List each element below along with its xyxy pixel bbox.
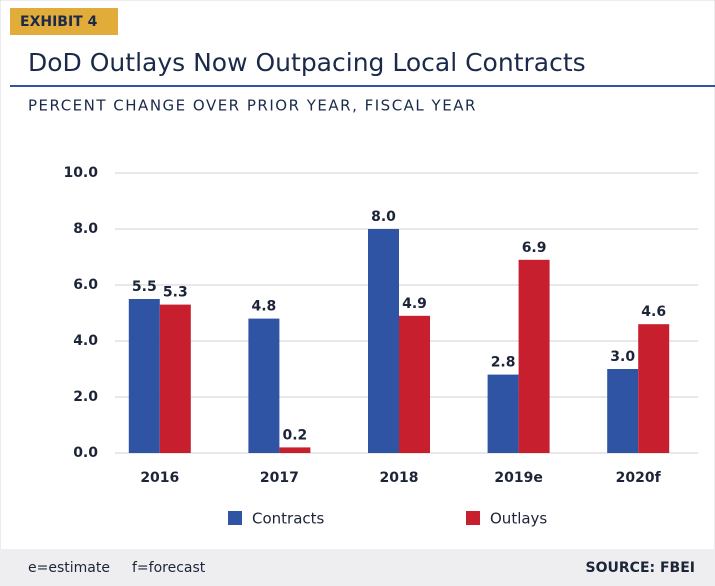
bar [279, 447, 311, 453]
bar [399, 315, 430, 453]
chart-subtitle: PERCENT CHANGE OVER PRIOR YEAR, FISCAL Y… [28, 97, 477, 115]
legend-swatch [228, 511, 242, 525]
x-tick-label: 2016 [140, 470, 179, 486]
x-tick-label: 2020f [616, 470, 662, 486]
legend-label: Outlays [490, 510, 547, 528]
x-tick-label: 2018 [380, 470, 419, 486]
y-tick-label: 8.0 [73, 221, 98, 237]
chart-title: DoD Outlays Now Outpacing Local Contract… [28, 48, 586, 77]
bar [638, 324, 670, 453]
y-tick-label: 4.0 [73, 333, 98, 349]
y-tick-label: 10.0 [63, 165, 98, 181]
x-tick-label: 2019e [494, 470, 542, 486]
data-label: 5.3 [163, 285, 188, 301]
data-label: 0.2 [282, 427, 307, 443]
data-label: 4.9 [402, 296, 427, 312]
bar [518, 259, 550, 453]
note: f=forecast [132, 560, 206, 576]
legend-label: Contracts [252, 510, 325, 528]
data-label: 3.0 [610, 349, 635, 365]
data-label: 5.5 [132, 279, 157, 295]
bar [248, 318, 280, 453]
footer-band [0, 549, 715, 586]
y-tick-label: 6.0 [73, 277, 98, 293]
data-label: 4.8 [251, 299, 276, 315]
bar [487, 374, 519, 453]
bar [368, 229, 399, 453]
note: e=estimate [28, 560, 110, 576]
bar [128, 299, 160, 453]
data-label: 4.6 [641, 304, 666, 320]
bar [159, 304, 191, 453]
y-tick-label: 2.0 [73, 389, 98, 405]
exhibit-badge [10, 8, 118, 35]
data-label: 8.0 [371, 209, 396, 225]
data-label: 2.8 [491, 355, 516, 371]
source: SOURCE: FBEI [586, 560, 695, 576]
exhibit-label: EXHIBIT 4 [20, 14, 98, 30]
data-label: 6.9 [522, 240, 547, 256]
legend-swatch [466, 511, 480, 525]
x-tick-label: 2017 [260, 470, 299, 486]
bar [607, 369, 639, 453]
y-tick-label: 0.0 [73, 445, 98, 461]
